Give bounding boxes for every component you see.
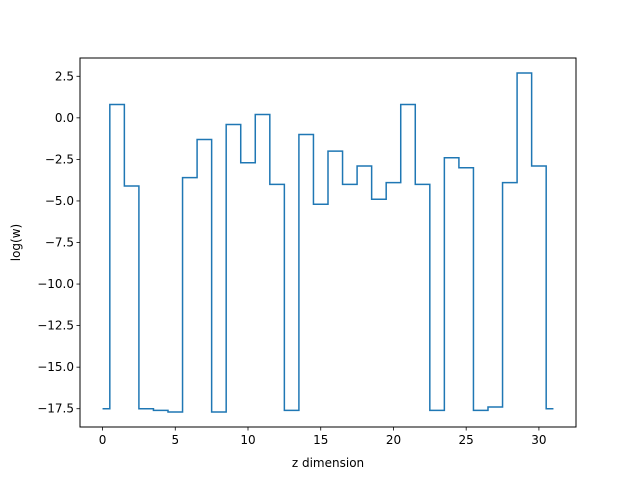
x-axis: 0 5 10 15 20 25 30 (99, 427, 547, 447)
y-tick-label: 0.0 (55, 111, 74, 125)
y-tick-label: 2.5 (55, 69, 74, 83)
x-tick-label: 25 (459, 433, 474, 447)
x-tick-label: 0 (99, 433, 107, 447)
series-line (102, 72, 554, 413)
x-axis-label: z dimension (292, 456, 364, 470)
x-tick-label: 5 (171, 433, 179, 447)
x-tick-label: 10 (240, 433, 255, 447)
y-tick-label: −12.5 (37, 319, 74, 333)
x-tick-label: 15 (313, 433, 328, 447)
x-tick-label: 20 (386, 433, 401, 447)
y-axis-label: log(w) (9, 224, 23, 261)
y-axis: 2.5 0.0 −2.5 −5.0 −7.5 −10.0 −12.5 −15.0 −17.5 (37, 69, 80, 416)
y-tick-label: −2.5 (45, 152, 74, 166)
y-tick-label: −17.5 (37, 402, 74, 416)
x-tick-label: 30 (531, 433, 546, 447)
y-tick-label: −7.5 (45, 236, 74, 250)
plot-layer (102, 72, 554, 413)
y-tick-label: −10.0 (37, 277, 74, 291)
y-tick-label: −15.0 (37, 360, 74, 374)
y-tick-label: −5.0 (45, 194, 74, 208)
